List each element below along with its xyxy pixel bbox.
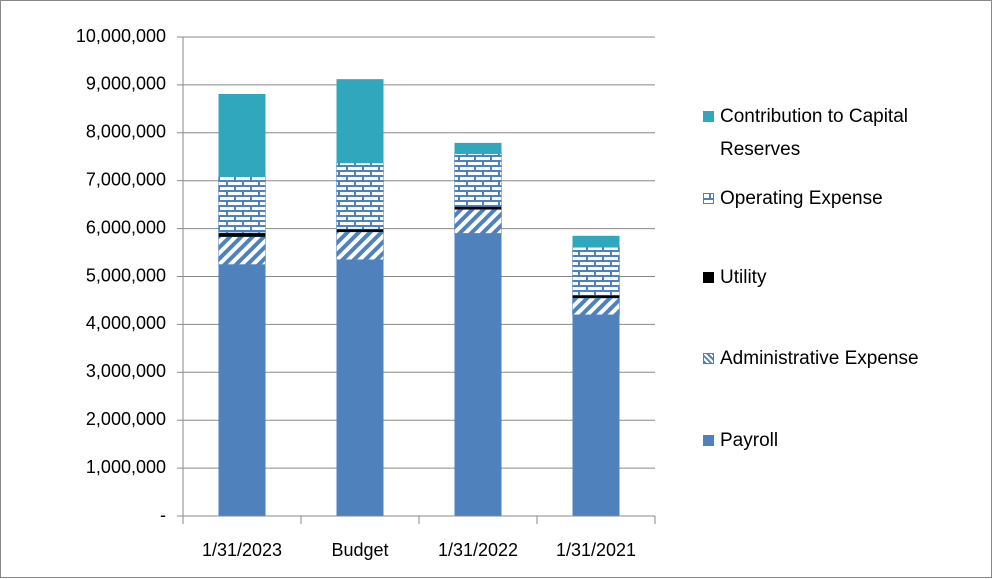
bar-segment [218, 176, 266, 234]
bar-segment [336, 79, 384, 163]
y-tick-label: 2,000,000 [86, 409, 166, 429]
bar-segment [454, 206, 502, 210]
legend-swatch [703, 272, 714, 283]
legend-swatch [703, 111, 714, 122]
bar-segment [218, 236, 266, 265]
bar-segment [218, 232, 266, 237]
bar-segment [572, 247, 620, 296]
x-tick-label: 1/31/2021 [556, 540, 636, 560]
bar-segment [572, 295, 620, 299]
y-tick-label: 5,000,000 [86, 265, 166, 285]
x-tick-label: 1/31/2023 [202, 540, 282, 560]
legend-label: Payroll [720, 430, 779, 451]
y-tick-label: 8,000,000 [86, 122, 166, 142]
legend-swatch [703, 193, 714, 204]
x-tick-label: 1/31/2022 [438, 540, 518, 560]
bar-segment [336, 231, 384, 260]
bar-segment [336, 259, 384, 516]
bar-segment [454, 209, 502, 234]
bar-segment [572, 235, 620, 248]
legend-swatch [703, 353, 714, 364]
y-tick-label: 10,000,000 [76, 26, 166, 46]
legend-label: Utility [720, 267, 767, 288]
bar-segment [572, 297, 620, 316]
bar-segment [454, 233, 502, 516]
y-tick-label: 4,000,000 [86, 313, 166, 333]
bar-segment [454, 153, 502, 207]
y-tick-label: 9,000,000 [86, 74, 166, 94]
y-tick-label: 6,000,000 [86, 217, 166, 237]
legend-item: Contribution to Capital Reserves [703, 100, 963, 166]
legend-label: Contribution to Capital Reserves [720, 106, 908, 160]
legend-label: Administrative Expense [720, 348, 919, 369]
legend-item: Administrative Expense [703, 342, 963, 375]
legend-label: Operating Expense [720, 188, 883, 209]
legend-item: Payroll [703, 424, 963, 457]
bar-segment [336, 162, 384, 230]
x-tick-label: Budget [331, 540, 388, 560]
bar-segment [218, 264, 266, 516]
bar-segment [336, 229, 384, 232]
legend-item: Utility [703, 261, 963, 294]
y-tick-label: 1,000,000 [86, 457, 166, 477]
y-tick-label: 3,000,000 [86, 361, 166, 381]
bar-segment [454, 142, 502, 154]
bar-segment [218, 94, 266, 177]
legend-swatch [703, 435, 714, 446]
bar-segment [572, 314, 620, 516]
y-tick-label: - [160, 505, 166, 525]
legend-item: Operating Expense [703, 182, 963, 215]
y-tick-label: 7,000,000 [86, 169, 166, 189]
